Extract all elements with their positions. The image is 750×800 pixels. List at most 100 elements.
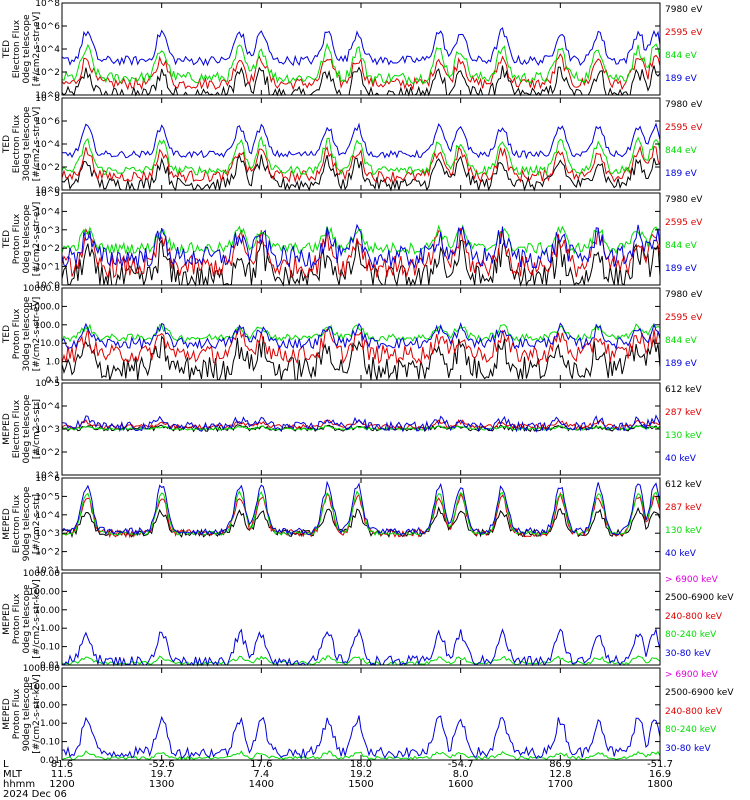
ytick-label-p4-2: 10.0 xyxy=(40,339,60,349)
ytick-label-p2-1: 10^2 xyxy=(35,163,60,173)
legend-p1-2: 844 eV xyxy=(665,51,697,61)
series-p3-2 xyxy=(61,224,661,255)
legend-p7-1: 2500-6900 keV xyxy=(665,593,734,604)
ylabel-p1: TED Electron Flux 0deg telescope [#/cm2-s-s… xyxy=(2,3,42,95)
legend-p5-0: 612 keV xyxy=(665,385,702,395)
legend-p6-1: 287 keV xyxy=(665,503,702,513)
panel-p2: 10^0 10^2 10^4 10^6 10^8 xyxy=(35,94,661,196)
series-p2-2 xyxy=(61,135,661,177)
ylabel-line-p3-3: [#/cm2-s-str-eV] xyxy=(32,201,42,277)
ytick-label-p5-1: 10^2 xyxy=(35,448,60,458)
ylabel-line-p8-3: [#/cm2-s-str-keV] xyxy=(32,674,42,754)
ytick-label-p7-4: 100.00 xyxy=(29,587,61,597)
panel-p8: 0.01 0.10 1.00 10.00 100.00 1000.00 xyxy=(23,664,661,766)
ylabel-line-p2-1: Electron Flux xyxy=(12,114,22,174)
panel-frame-p3 xyxy=(61,192,661,286)
panel-p3: 10^0 10^1 10^2 10^3 10^4 10^5 xyxy=(35,189,661,291)
footer-row-mlt-label: MLT xyxy=(3,769,22,780)
ylabel-line-p5-0: MEPED xyxy=(2,413,12,445)
series-p5-2 xyxy=(61,425,661,431)
ytick-label-p3-1: 10^1 xyxy=(35,263,60,273)
xtick-label-mlt-0: 11.5 xyxy=(50,769,74,780)
series-p8-3 xyxy=(61,750,661,761)
xtick-label-hhmm-5: 1700 xyxy=(547,779,574,790)
legend-p1-1: 2595 eV xyxy=(665,28,703,38)
panel-frame-p1 xyxy=(61,2,661,96)
ytick-label-p8-0: 0.01 xyxy=(40,756,60,766)
ylabel-line-p3-1: Proton Flux xyxy=(12,213,22,265)
ytick-label-p1-1: 10^2 xyxy=(35,68,60,78)
ytick-label-p4-4: 1000.0 xyxy=(29,302,61,312)
ylabel-line-p8-2: 90deg telescope xyxy=(22,676,32,752)
ylabel-line-p7-3: [#/cm2-s-str-keV] xyxy=(32,579,42,659)
series-p7-4 xyxy=(61,627,661,667)
ylabel-line-p4-3: [#/cm2-s-str-eV] xyxy=(32,296,42,372)
ytick-label-p6-2: 10^3 xyxy=(35,529,60,539)
ylabel-p2: TED Electron Flux 30deg telescope [#/cm2-s-… xyxy=(2,98,42,190)
ytick-label-p4-1: 1.0 xyxy=(46,358,61,368)
ytick-label-p7-2: 1.00 xyxy=(40,624,60,634)
ylabel-line-p6-0: MEPED xyxy=(2,508,12,540)
legend-p2-0: 7980 eV xyxy=(665,100,703,110)
legend-p7-4: 30-80 keV xyxy=(665,648,711,659)
series-p1-2 xyxy=(61,42,661,85)
series-p2-1 xyxy=(61,145,661,184)
panel-frame-p8 xyxy=(61,667,661,761)
legend-p4-0: 7980 eV xyxy=(665,290,703,300)
series-p6-0 xyxy=(61,506,661,539)
ytick-label-p8-3: 10.00 xyxy=(34,701,60,711)
ytick-label-p4-3: 100.0 xyxy=(34,321,60,331)
legend-p8-3: 80-240 keV xyxy=(665,725,717,736)
panel-p1: 10^0 10^2 10^4 10^6 10^8 xyxy=(35,0,661,101)
ylabel-line-p4-2: 30deg telescope xyxy=(22,296,32,372)
ytick-label-p1-4: 10^8 xyxy=(35,0,60,9)
ylabel-line-p1-2: 0deg telescope xyxy=(22,14,32,84)
ylabel-line-p2-0: TED xyxy=(2,134,12,154)
series-p5-0 xyxy=(61,424,661,433)
ytick-label-p2-4: 10^8 xyxy=(35,94,60,104)
legend-p4-2: 844 eV xyxy=(665,336,697,346)
series-p2-0 xyxy=(61,153,661,192)
ytick-label-p3-5: 10^5 xyxy=(35,189,60,199)
ylabel-p8: MEPED Proton Flux 90deg telescope [#/cm2-s-… xyxy=(2,668,42,760)
xtick-label-hhmm-2: 1400 xyxy=(248,779,275,790)
legend-p7-0: > 6900 keV xyxy=(665,575,718,585)
ylabel-line-p7-0: MEPED xyxy=(2,603,12,635)
ylabel-line-p3-0: TED xyxy=(2,229,12,249)
ytick-label-p7-5: 1000.00 xyxy=(23,569,60,579)
ylabel-line-p1-1: Electron Flux xyxy=(12,19,22,79)
legend-p2-1: 2595 eV xyxy=(665,123,703,133)
xtick-label-mlt-5: 12.8 xyxy=(549,769,572,780)
xtick-label-mlt-3: 19.2 xyxy=(349,769,373,780)
ylabel-p6: MEPED Electron Flux 90deg telescope [#/cm2-… xyxy=(2,478,42,570)
xtick-label-hhmm-3: 1500 xyxy=(348,779,374,790)
series-p1-1 xyxy=(61,53,661,91)
xtick-label-l-0: 81.6 xyxy=(50,759,74,770)
ytick-label-p5-4: 10^5 xyxy=(35,379,60,389)
xtick-label-hhmm-4: 1600 xyxy=(447,779,474,790)
legend-p5-2: 130 keV xyxy=(665,431,702,441)
xtick-label-hhmm-1: 1300 xyxy=(148,779,175,790)
ylabel-line-p3-2: 0deg telescope xyxy=(22,204,32,274)
series-p1-3 xyxy=(61,27,661,67)
legend-p2-2: 844 eV xyxy=(665,146,697,156)
panel-p7: 0.01 0.10 1.00 10.00 100.00 1000.00 xyxy=(23,569,661,671)
footer-date: 2024 Dec 06 xyxy=(3,789,67,800)
ytick-label-p3-2: 10^2 xyxy=(35,244,60,254)
series-p6-2 xyxy=(61,490,661,536)
ytick-label-p7-0: 0.01 xyxy=(40,661,60,671)
legend-p8-4: 30-80 keV xyxy=(665,743,711,754)
xtick-label-mlt-1: 19.7 xyxy=(150,769,173,780)
series-p4-0 xyxy=(61,335,661,381)
series-p6-1 xyxy=(61,491,661,539)
legend-p8-1: 2500-6900 keV xyxy=(665,688,734,699)
panel-p6: 10^1 10^2 10^3 10^4 10^5 10^6 xyxy=(35,474,661,576)
xtick-label-l-2: 17.6 xyxy=(250,759,273,770)
footer-row-hhmm-label: hhmm xyxy=(3,779,36,790)
series-p3-1 xyxy=(61,227,661,280)
series-p8-4 xyxy=(61,715,661,760)
series-p6-3 xyxy=(61,480,661,537)
legend-p3-1: 2595 eV xyxy=(665,218,703,228)
ytick-label-p8-4: 100.00 xyxy=(29,682,61,692)
ytick-label-p1-2: 10^4 xyxy=(35,45,60,55)
